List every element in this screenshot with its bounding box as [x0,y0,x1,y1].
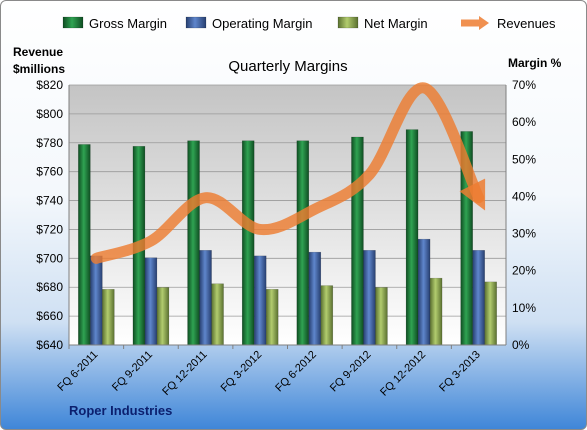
x-tick-label: FQ 6-2012 [273,349,319,395]
x-tick-label: FQ 3-2013 [437,349,483,395]
x-tick-label: FQ 9-2012 [328,349,374,395]
operating-margin-bar [90,255,103,346]
net-margin-bar [429,277,443,346]
revenue-line [90,82,486,264]
gross-margin-bar [405,129,419,346]
operating-margin-bar [253,255,267,346]
operating-margin-legend-swatch [185,16,207,29]
left-tick-label: $740 [36,194,63,208]
operating-margin-bar [144,257,158,346]
right-tick-label: 0% [512,338,530,352]
left-axis-title-line2: $millions [13,62,65,76]
left-tick-label: $820 [36,78,63,92]
left-tick-label: $700 [36,251,63,265]
operating-margin-bar [308,251,322,346]
right-tick-label: 60% [512,115,536,129]
net-margin-bar [156,287,170,346]
gross-margin-legend-swatch [62,16,84,29]
gross-margin-bar [78,144,91,346]
left-tick-label: $720 [36,222,63,236]
right-axis-title: Margin % [508,56,562,70]
operating-margin-bar [472,250,485,346]
x-tick-label: FQ 3-2012 [219,349,265,395]
right-tick-label: 30% [512,227,536,241]
net-margin-bar [102,289,115,346]
right-tick-label: 40% [512,189,536,203]
gross-margin-bar [296,140,310,346]
legend-label: Net Margin [364,16,428,31]
right-tick-label: 20% [512,264,536,278]
company-name: Roper Industries [69,403,172,418]
right-tick-label: 10% [512,301,536,315]
x-tick-label: FQ 6-2011 [55,349,100,394]
gross-margin-bar [351,136,364,346]
left-tick-label: $760 [36,165,63,179]
net-margin-legend-swatch [337,16,359,29]
legend-label: Revenues [497,16,556,31]
left-tick-label: $680 [36,280,63,294]
right-tick-label: 50% [512,152,536,166]
left-tick-label: $780 [36,136,63,150]
x-tick-label: FQ 12-2011 [160,349,209,398]
net-margin-bar [484,281,497,346]
net-margin-bar [375,287,388,346]
legend-label: Operating Margin [212,16,312,31]
legend-label: Gross Margin [89,16,167,31]
revenues-line [90,82,486,264]
gross-margin-bar [187,140,200,346]
net-margin-bar [211,283,224,346]
x-tick-label: FQ 9-2011 [110,349,155,394]
operating-margin-bar [417,238,431,346]
right-tick-label: 70% [512,78,536,92]
net-margin-bar [320,285,334,346]
net-margin-bar [265,289,279,346]
left-tick-label: $640 [36,338,63,352]
legend: Gross Margin Operating Margin Net Margin Re… [62,16,556,31]
operating-margin-bar [363,250,376,346]
left-tick-label: $800 [36,107,63,121]
revenues-legend-arrow [479,16,489,30]
left-axis-title: Revenue [13,45,63,59]
operating-margin-bar [199,250,212,346]
x-tick-label: FQ 12-2012 [378,349,428,399]
gross-margin-bar [241,140,255,346]
left-tick-label: $660 [36,309,63,323]
chart-title: Quarterly Margins [228,58,347,75]
